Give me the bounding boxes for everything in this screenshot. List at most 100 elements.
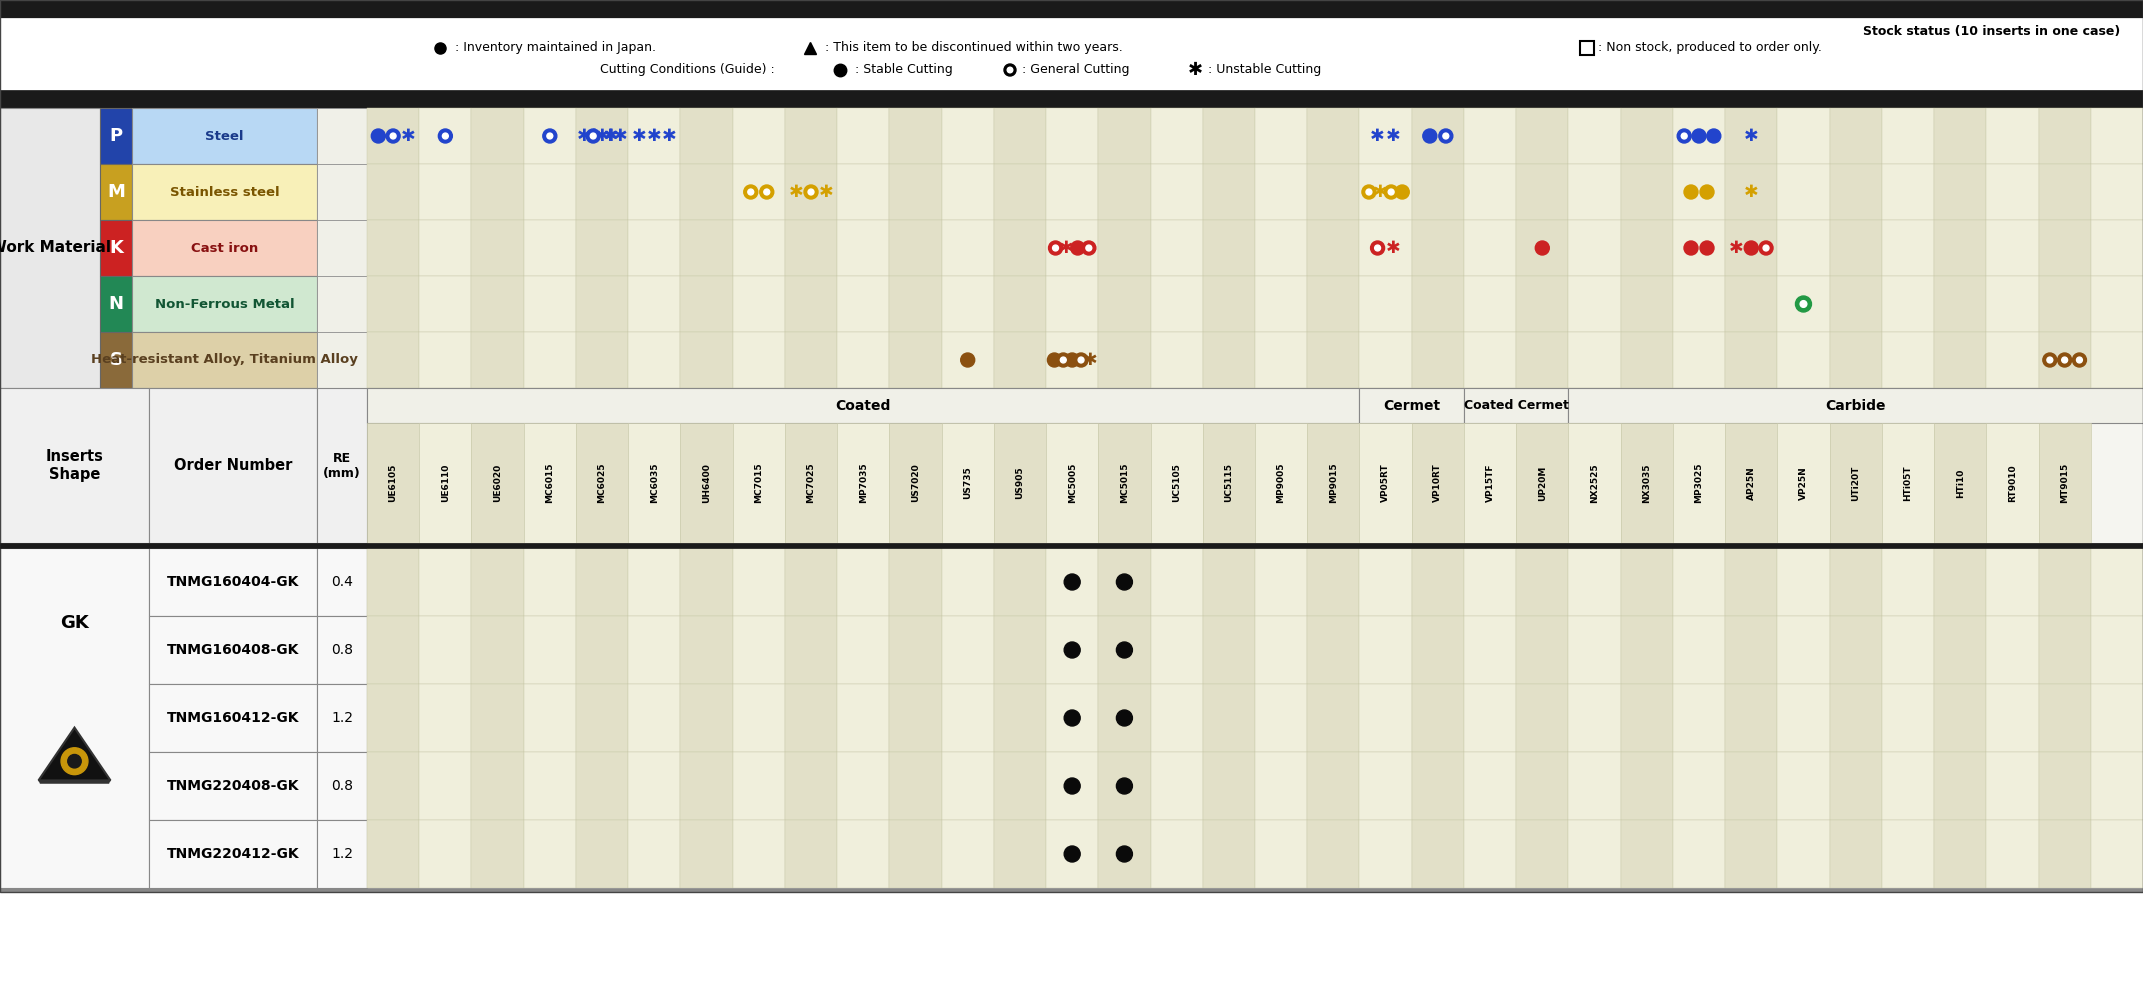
Bar xyxy=(1202,820,1256,888)
Bar xyxy=(1620,276,1674,332)
Bar xyxy=(733,616,784,684)
Text: 0.4: 0.4 xyxy=(330,575,354,589)
Bar xyxy=(420,164,471,220)
Bar xyxy=(889,423,941,543)
Circle shape xyxy=(2072,353,2087,367)
Bar xyxy=(366,220,420,276)
Bar xyxy=(1777,684,1830,752)
Bar xyxy=(1046,108,1099,164)
Bar xyxy=(1464,548,1517,616)
Bar xyxy=(994,108,1046,164)
Circle shape xyxy=(744,185,759,199)
Bar xyxy=(994,616,1046,684)
Bar xyxy=(681,164,733,220)
Circle shape xyxy=(1423,129,1436,143)
Bar xyxy=(2038,332,2092,388)
Bar xyxy=(1202,220,1256,276)
Circle shape xyxy=(1682,133,1687,139)
Bar xyxy=(1046,276,1099,332)
Circle shape xyxy=(1061,357,1067,363)
Bar xyxy=(1620,616,1674,684)
Bar xyxy=(133,276,317,332)
Circle shape xyxy=(1072,241,1084,255)
Bar xyxy=(0,388,150,543)
Bar xyxy=(1099,108,1151,164)
Circle shape xyxy=(1699,241,1714,255)
Bar xyxy=(1777,276,1830,332)
Bar xyxy=(1151,276,1202,332)
Bar xyxy=(838,548,889,616)
Bar xyxy=(1569,752,1620,820)
Bar xyxy=(1412,220,1464,276)
Bar xyxy=(133,164,317,220)
Bar xyxy=(1202,548,1256,616)
Text: M: M xyxy=(107,183,124,201)
Bar xyxy=(523,820,576,888)
Bar xyxy=(1830,616,1882,684)
Bar xyxy=(838,276,889,332)
Bar xyxy=(1464,820,1517,888)
Bar xyxy=(1987,276,2038,332)
Circle shape xyxy=(1065,778,1080,794)
Circle shape xyxy=(1117,778,1132,794)
Bar xyxy=(1517,684,1569,752)
Bar xyxy=(1935,164,1987,220)
Circle shape xyxy=(1372,241,1384,255)
Circle shape xyxy=(390,133,396,139)
Bar xyxy=(838,752,889,820)
Bar xyxy=(1202,752,1256,820)
Bar xyxy=(1830,108,1882,164)
Bar xyxy=(628,423,681,543)
Text: Non-Ferrous Metal: Non-Ferrous Metal xyxy=(154,297,294,310)
Bar xyxy=(1674,820,1725,888)
Text: 1.2: 1.2 xyxy=(330,847,354,861)
Text: ✱: ✱ xyxy=(602,127,617,145)
Bar xyxy=(150,548,317,616)
Circle shape xyxy=(2057,353,2072,367)
Bar xyxy=(1412,332,1464,388)
Circle shape xyxy=(1117,846,1132,862)
Bar xyxy=(1579,41,1594,55)
Bar xyxy=(1412,548,1464,616)
Bar xyxy=(523,108,576,164)
Bar xyxy=(1935,548,1987,616)
Text: UC5105: UC5105 xyxy=(1172,464,1181,502)
Bar xyxy=(994,423,1046,543)
Bar xyxy=(150,684,317,752)
Text: RT9010: RT9010 xyxy=(2008,464,2017,501)
Circle shape xyxy=(1744,241,1757,255)
Bar xyxy=(784,820,838,888)
Bar xyxy=(523,548,576,616)
Bar xyxy=(1202,276,1256,332)
Bar xyxy=(1359,108,1412,164)
Circle shape xyxy=(763,189,769,195)
Bar xyxy=(420,820,471,888)
Text: 0.8: 0.8 xyxy=(330,779,354,793)
Text: Cutting Conditions (Guide) :: Cutting Conditions (Guide) : xyxy=(600,63,776,76)
Bar xyxy=(941,276,994,332)
Bar xyxy=(523,423,576,543)
Bar xyxy=(1725,616,1777,684)
Text: ✱: ✱ xyxy=(789,183,804,201)
Bar xyxy=(889,548,941,616)
Bar xyxy=(1777,108,1830,164)
Bar xyxy=(150,820,317,888)
Bar xyxy=(2092,752,2143,820)
Bar xyxy=(1256,164,1307,220)
Bar xyxy=(1987,820,2038,888)
Circle shape xyxy=(542,129,557,143)
Bar xyxy=(1882,820,1935,888)
Bar xyxy=(1830,548,1882,616)
Circle shape xyxy=(1706,129,1721,143)
Circle shape xyxy=(804,185,819,199)
Text: P: P xyxy=(109,127,122,145)
Bar xyxy=(1882,423,1935,543)
Bar xyxy=(1830,164,1882,220)
Bar xyxy=(1987,616,2038,684)
Bar xyxy=(1987,684,2038,752)
Bar xyxy=(1620,548,1674,616)
Text: ✱: ✱ xyxy=(587,127,602,145)
Bar xyxy=(2092,108,2143,164)
Bar xyxy=(1046,332,1099,388)
Bar xyxy=(2038,164,2092,220)
